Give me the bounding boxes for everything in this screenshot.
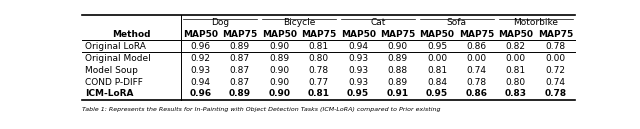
Text: 0.93: 0.93	[348, 78, 368, 87]
Text: 0.94: 0.94	[348, 42, 368, 51]
Text: Cat: Cat	[370, 18, 385, 27]
Text: 0.81: 0.81	[308, 89, 330, 98]
Text: Original LoRA: Original LoRA	[86, 42, 147, 51]
Text: 0.87: 0.87	[230, 78, 250, 87]
Text: MAP50: MAP50	[262, 30, 297, 39]
Text: Model Soup: Model Soup	[86, 66, 138, 75]
Text: 0.94: 0.94	[191, 78, 211, 87]
Text: 0.89: 0.89	[230, 42, 250, 51]
Text: 0.88: 0.88	[388, 66, 408, 75]
Text: Bicycle: Bicycle	[283, 18, 316, 27]
Text: 0.93: 0.93	[348, 54, 368, 63]
Text: MAP75: MAP75	[222, 30, 257, 39]
Text: 0.87: 0.87	[230, 54, 250, 63]
Text: 0.83: 0.83	[505, 89, 527, 98]
Text: MAP75: MAP75	[301, 30, 337, 39]
Text: 0.93: 0.93	[191, 66, 211, 75]
Text: 0.78: 0.78	[545, 42, 565, 51]
Text: 0.90: 0.90	[388, 42, 408, 51]
Text: 0.74: 0.74	[467, 66, 486, 75]
Text: 0.89: 0.89	[269, 54, 289, 63]
Text: 0.90: 0.90	[269, 66, 289, 75]
Text: Table 1: Represents the Results for In-Painting with Object Detection Tasks (ICM: Table 1: Represents the Results for In-P…	[83, 107, 441, 112]
Text: Dog: Dog	[211, 18, 229, 27]
Text: MAP75: MAP75	[459, 30, 494, 39]
Text: 0.81: 0.81	[427, 66, 447, 75]
Text: 0.86: 0.86	[467, 42, 486, 51]
Text: Method: Method	[113, 30, 151, 39]
Text: 0.89: 0.89	[388, 78, 408, 87]
Text: 0.84: 0.84	[427, 78, 447, 87]
Text: 0.90: 0.90	[269, 42, 289, 51]
Text: 0.74: 0.74	[545, 78, 565, 87]
Text: COND P-DIFF: COND P-DIFF	[86, 78, 143, 87]
Text: 0.93: 0.93	[348, 66, 368, 75]
Text: 0.80: 0.80	[308, 54, 329, 63]
Text: 0.91: 0.91	[387, 89, 409, 98]
Text: 0.89: 0.89	[229, 89, 251, 98]
Text: 0.96: 0.96	[189, 89, 212, 98]
Text: 0.00: 0.00	[545, 54, 565, 63]
Text: 0.90: 0.90	[268, 89, 291, 98]
Text: 0.90: 0.90	[269, 78, 289, 87]
Text: MAP50: MAP50	[420, 30, 454, 39]
Text: Motorbike: Motorbike	[513, 18, 558, 27]
Text: 0.77: 0.77	[308, 78, 329, 87]
Text: 0.95: 0.95	[426, 89, 448, 98]
Text: 0.92: 0.92	[191, 54, 211, 63]
Text: 0.72: 0.72	[545, 66, 565, 75]
Text: 0.00: 0.00	[467, 54, 486, 63]
Text: MAP50: MAP50	[499, 30, 533, 39]
Text: 0.81: 0.81	[308, 42, 329, 51]
Text: MAP75: MAP75	[538, 30, 573, 39]
Text: 0.78: 0.78	[467, 78, 486, 87]
Text: MAP50: MAP50	[340, 30, 376, 39]
Text: Original Model: Original Model	[86, 54, 151, 63]
Text: 0.86: 0.86	[465, 89, 488, 98]
Text: 0.82: 0.82	[506, 42, 526, 51]
Text: 0.80: 0.80	[506, 78, 526, 87]
Text: Sofa: Sofa	[447, 18, 467, 27]
Text: 0.81: 0.81	[506, 66, 526, 75]
Text: 0.96: 0.96	[191, 42, 211, 51]
Text: MAP75: MAP75	[380, 30, 415, 39]
Text: 0.95: 0.95	[427, 42, 447, 51]
Text: 0.78: 0.78	[308, 66, 329, 75]
Text: 0.95: 0.95	[347, 89, 369, 98]
Text: 0.00: 0.00	[506, 54, 526, 63]
Text: 0.89: 0.89	[388, 54, 408, 63]
Text: 0.87: 0.87	[230, 66, 250, 75]
Text: 0.78: 0.78	[544, 89, 566, 98]
Text: MAP50: MAP50	[183, 30, 218, 39]
Text: 0.00: 0.00	[427, 54, 447, 63]
Text: ICM-LoRA: ICM-LoRA	[86, 89, 134, 98]
